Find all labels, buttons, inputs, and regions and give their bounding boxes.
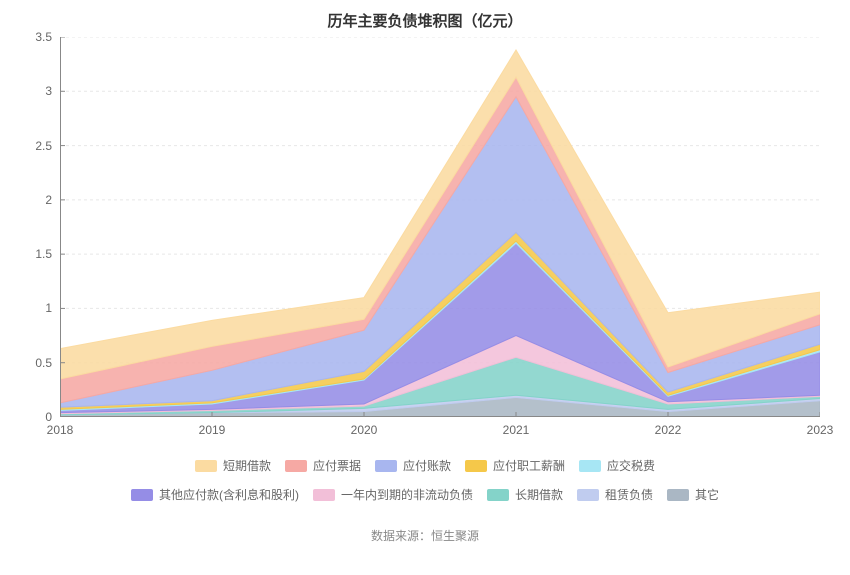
ytick-label: 1: [45, 301, 60, 315]
ytick-label: 2: [45, 193, 60, 207]
legend-item-s2[interactable]: 应付账款: [375, 457, 451, 474]
legend-item-s8[interactable]: 租赁负债: [577, 486, 653, 503]
legend-item-s9[interactable]: 其它: [667, 486, 719, 503]
legend-item-s5[interactable]: 其他应付款(含利息和股利): [131, 486, 299, 503]
xtick-label: 2019: [199, 417, 226, 437]
legend-swatch: [131, 489, 153, 501]
legend-swatch: [579, 460, 601, 472]
xtick-label: 2021: [503, 417, 530, 437]
legend-swatch: [375, 460, 397, 472]
xtick-label: 2020: [351, 417, 378, 437]
legend-swatch: [465, 460, 487, 472]
ytick-label: 3.5: [35, 30, 60, 44]
plot-area: 00.511.522.533.5201820192020202120222023: [60, 37, 820, 417]
area-chart-svg: [60, 37, 820, 417]
chart-title: 历年主要负债堆积图（亿元）: [0, 0, 850, 37]
legend-label: 应付票据: [313, 457, 361, 474]
ytick-label: 0.5: [35, 356, 60, 370]
legend-item-s1[interactable]: 应付票据: [285, 457, 361, 474]
legend-item-s3[interactable]: 应付职工薪酬: [465, 457, 565, 474]
legend-item-s4[interactable]: 应交税费: [579, 457, 655, 474]
legend-label: 短期借款: [223, 457, 271, 474]
legend-swatch: [313, 489, 335, 501]
legend-item-s0[interactable]: 短期借款: [195, 457, 271, 474]
legend-label: 应付职工薪酬: [493, 457, 565, 474]
xtick-label: 2018: [47, 417, 74, 437]
ytick-label: 3: [45, 84, 60, 98]
xtick-label: 2023: [807, 417, 834, 437]
ytick-label: 1.5: [35, 247, 60, 261]
legend-item-s7[interactable]: 长期借款: [487, 486, 563, 503]
legend-label: 长期借款: [515, 486, 563, 503]
data-source: 数据来源：恒生聚源: [0, 527, 850, 544]
ytick-label: 2.5: [35, 139, 60, 153]
legend-label: 租赁负债: [605, 486, 653, 503]
legend-label: 其它: [695, 486, 719, 503]
xtick-label: 2022: [655, 417, 682, 437]
legend-label: 一年内到期的非流动负债: [341, 486, 473, 503]
legend-swatch: [577, 489, 599, 501]
legend-swatch: [195, 460, 217, 472]
legend-swatch: [487, 489, 509, 501]
legend-item-s6[interactable]: 一年内到期的非流动负债: [313, 486, 473, 503]
legend-label: 其他应付款(含利息和股利): [159, 486, 299, 503]
legend: 短期借款 应付票据 应付账款 应付职工薪酬 应交税费其他应付款(含利息和股利) 一年内到期…: [0, 457, 850, 503]
legend-swatch: [667, 489, 689, 501]
legend-label: 应交税费: [607, 457, 655, 474]
legend-label: 应付账款: [403, 457, 451, 474]
legend-swatch: [285, 460, 307, 472]
